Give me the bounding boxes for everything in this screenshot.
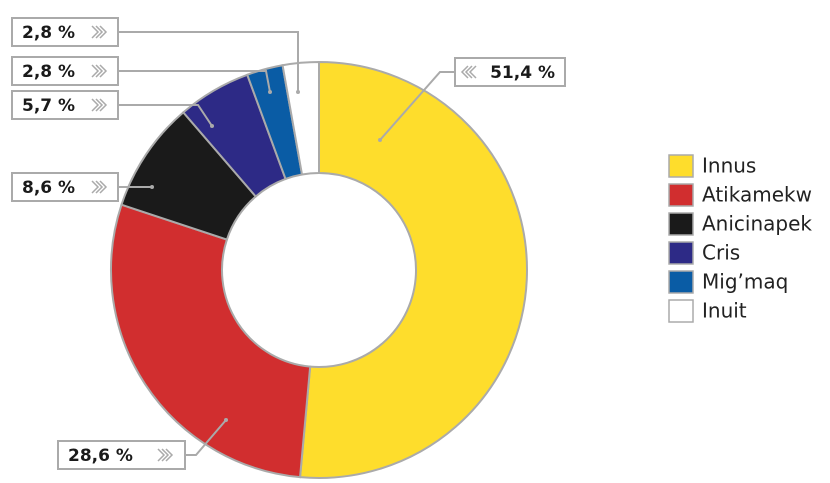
chevron xyxy=(91,64,100,78)
legend-swatch xyxy=(668,212,694,236)
arrow-tip xyxy=(296,90,300,94)
chevron xyxy=(91,180,100,194)
arrow-tip xyxy=(150,185,154,189)
legend-swatch xyxy=(668,299,694,323)
legend-swatch xyxy=(668,270,694,294)
arrow-tip xyxy=(210,124,214,128)
chevron xyxy=(460,65,469,79)
legend-label: Anicinapek xyxy=(702,212,812,236)
legend-swatch xyxy=(668,183,694,207)
leader-line xyxy=(185,419,227,456)
chevron xyxy=(91,25,100,39)
chevron xyxy=(91,98,100,112)
chevron xyxy=(99,180,108,194)
label-box xyxy=(11,56,119,86)
donut-slice xyxy=(110,203,312,479)
donut-slice xyxy=(298,60,528,479)
label-box xyxy=(454,57,566,87)
leader-line xyxy=(118,104,213,127)
donut-slice xyxy=(281,60,320,176)
data-label: 5,7 % xyxy=(22,96,75,116)
label-box xyxy=(11,90,119,120)
arrow-tip xyxy=(268,90,272,94)
data-label: 8,6 % xyxy=(22,178,75,198)
label-box xyxy=(11,17,119,47)
chevron xyxy=(165,448,174,462)
data-label: 51,4 % xyxy=(490,63,555,83)
leader-line xyxy=(118,70,271,93)
legend-label: Inuit xyxy=(702,299,747,323)
chevron xyxy=(99,25,108,39)
chevron xyxy=(95,98,104,112)
legend-label: Mig’maq xyxy=(702,270,788,294)
chevron xyxy=(95,180,104,194)
legend-swatch xyxy=(668,154,694,178)
legend-label: Cris xyxy=(702,241,740,265)
leader-line xyxy=(118,31,299,92)
chevron xyxy=(95,64,104,78)
chevron xyxy=(161,448,170,462)
chevron xyxy=(99,64,108,78)
legend-label: Innus xyxy=(702,154,756,178)
chevron xyxy=(99,98,108,112)
arrow-tip xyxy=(378,138,382,142)
arrow-tip xyxy=(224,418,228,422)
chevron xyxy=(464,65,473,79)
chevron xyxy=(468,65,477,79)
data-label: 28,6 % xyxy=(68,446,133,466)
legend-label: Atikamekw xyxy=(702,183,812,207)
label-box xyxy=(11,172,119,202)
chevron xyxy=(157,448,166,462)
data-label: 2,8 % xyxy=(22,62,75,82)
leader-line xyxy=(379,71,455,141)
data-label: 2,8 % xyxy=(22,23,75,43)
legend-swatch xyxy=(668,241,694,265)
chevron xyxy=(95,25,104,39)
